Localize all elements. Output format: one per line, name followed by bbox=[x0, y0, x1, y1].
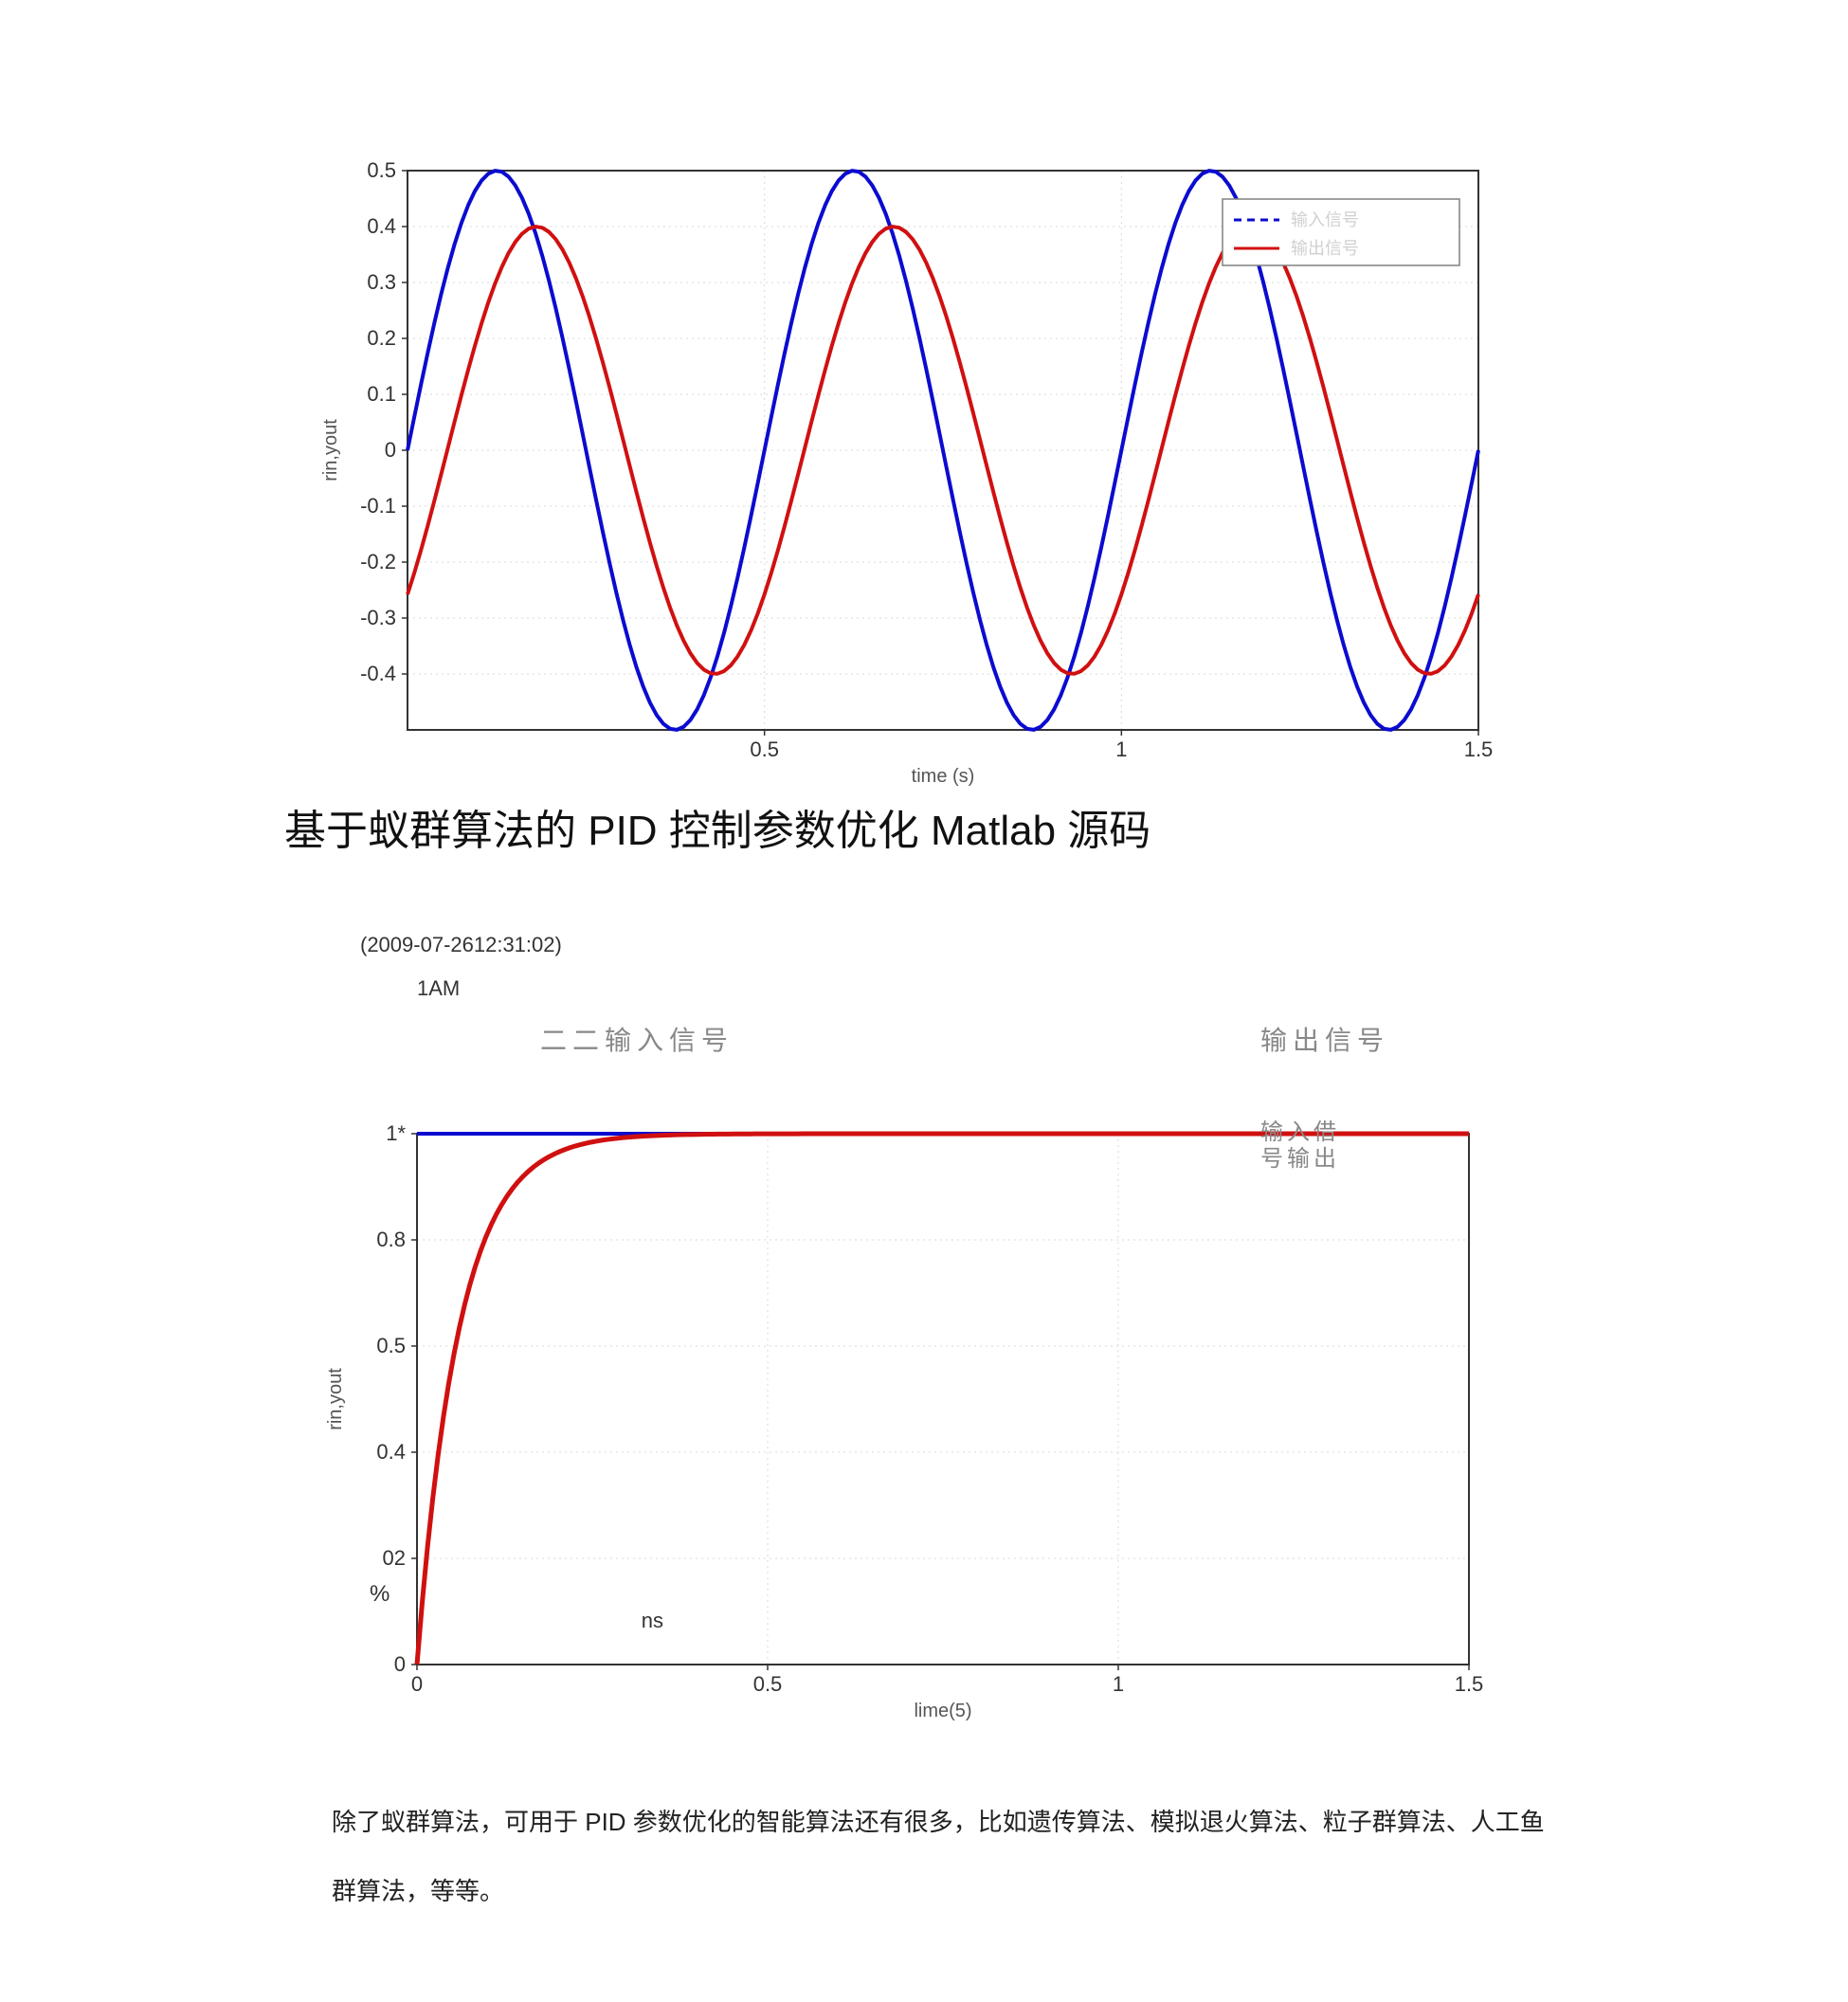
svg-text:1.5: 1.5 bbox=[1455, 1672, 1484, 1696]
mid-label-right: 输出信号 bbox=[1260, 1020, 1389, 1058]
svg-text:0.5: 0.5 bbox=[750, 737, 779, 761]
mid-label-left: 二二输入信号 bbox=[540, 1020, 734, 1058]
svg-text:-0.1: -0.1 bbox=[360, 494, 396, 518]
svg-text:-0.4: -0.4 bbox=[360, 662, 396, 685]
svg-text:1: 1 bbox=[1115, 737, 1127, 761]
svg-text:0: 0 bbox=[385, 438, 396, 462]
bottom-text: 除了蚁群算法，可用于 PID 参数优化的智能算法还有很多，比如遗传算法、模拟退火… bbox=[332, 1788, 1564, 1926]
svg-text:lime(5): lime(5) bbox=[914, 1701, 971, 1721]
chart1: -0.4 -0.3 -0.2 -0.1 0 0.1 0.2 0.3 0.4 0.5 0.5 1 1.5 t… bbox=[284, 152, 1497, 787]
page-title: 基于蚁群算法的 PID 控制参数优化 Matlab 源码 bbox=[284, 796, 1706, 857]
svg-text:rin,yout: rin,yout bbox=[325, 1368, 346, 1430]
svg-text:-0.3: -0.3 bbox=[360, 606, 396, 629]
svg-text:0: 0 bbox=[411, 1672, 423, 1696]
page: -0.4 -0.3 -0.2 -0.1 0 0.1 0.2 0.3 0.4 0.5 0.5 1 1.5 t… bbox=[0, 0, 1848, 2002]
chart1-container: -0.4 -0.3 -0.2 -0.1 0 0.1 0.2 0.3 0.4 0.5 0.5 1 1.5 t… bbox=[284, 152, 1706, 787]
svg-text:0.4: 0.4 bbox=[376, 1440, 406, 1464]
svg-text:ns: ns bbox=[642, 1609, 663, 1632]
am-label: 1AM bbox=[417, 976, 1706, 1001]
svg-text:输入信号: 输入信号 bbox=[1291, 210, 1359, 229]
svg-text:1: 1 bbox=[1113, 1672, 1124, 1696]
svg-text:-0.2: -0.2 bbox=[360, 550, 396, 573]
svg-text:输出信号: 输出信号 bbox=[1291, 239, 1359, 258]
svg-text:0.5: 0.5 bbox=[753, 1672, 783, 1696]
svg-text:0.4: 0.4 bbox=[367, 214, 396, 238]
svg-text:0.5: 0.5 bbox=[376, 1334, 406, 1357]
svg-text:rin,yout: rin,yout bbox=[320, 419, 341, 482]
svg-text:02: 02 bbox=[383, 1546, 406, 1570]
svg-text:0.2: 0.2 bbox=[367, 326, 396, 350]
svg-text:0.3: 0.3 bbox=[367, 270, 396, 294]
svg-text:%: % bbox=[370, 1581, 390, 1607]
svg-text:1.5: 1.5 bbox=[1464, 737, 1494, 761]
timestamp: (2009-07-2612:31:02) bbox=[360, 933, 1706, 957]
svg-text:1*: 1* bbox=[386, 1121, 406, 1145]
svg-text:time (s): time (s) bbox=[912, 766, 975, 787]
chart2: 0 02 0.4 0.5 0.8 1* 0 0.5 1 1.5 lime(5) rin,yout% ns… bbox=[284, 1115, 1497, 1721]
svg-text:0.8: 0.8 bbox=[376, 1228, 406, 1251]
svg-text:0: 0 bbox=[394, 1652, 406, 1676]
svg-text:0.1: 0.1 bbox=[367, 382, 396, 406]
chart2-container: 0 02 0.4 0.5 0.8 1* 0 0.5 1 1.5 lime(5) rin,yout% ns… bbox=[284, 1115, 1706, 1721]
svg-text:0.5: 0.5 bbox=[367, 158, 396, 182]
svg-text:输入借: 输入借 bbox=[1260, 1119, 1340, 1145]
svg-text:号输出: 号输出 bbox=[1260, 1146, 1340, 1172]
